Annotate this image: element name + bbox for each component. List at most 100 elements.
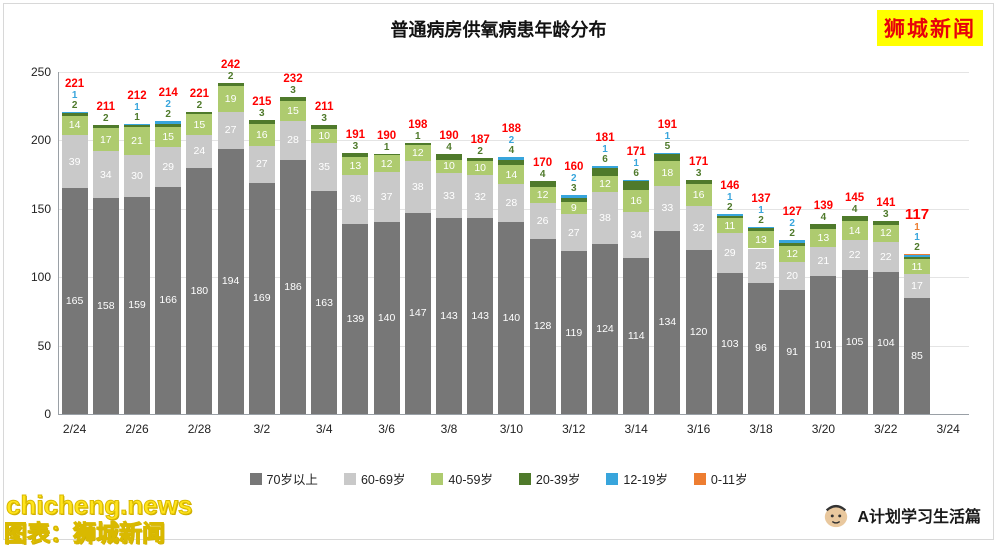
overflow-value-label: 1 [134, 111, 140, 123]
bar-segment: 147 [404, 212, 431, 414]
overflow-value-label: 3 [352, 140, 359, 152]
total-label: 191 [657, 118, 677, 131]
x-axis-label: 3/14 [624, 422, 648, 436]
total-label: 215 [252, 95, 272, 108]
bar-segment: 158 [92, 197, 119, 414]
overflow-value-label: 1 [633, 158, 639, 170]
bar-segment: 12 [529, 186, 556, 204]
gridline [59, 72, 969, 73]
footer-brand-text: A计划学习生活篇 [857, 509, 981, 526]
bar-segment [467, 158, 494, 161]
bar-segment [498, 156, 525, 160]
x-axis-label: 3/24 [936, 422, 960, 436]
bar-segment: 12 [373, 155, 400, 172]
bar-segment [779, 240, 806, 243]
bar-segment: 91 [779, 289, 806, 414]
bar-segment: 33 [654, 185, 681, 231]
x-axis-label: 2/26 [125, 422, 149, 436]
x-axis-label: 3/2 [253, 422, 271, 436]
overflow-value-label: 4 [539, 169, 546, 181]
overflow-value-label: 6 [602, 154, 608, 166]
bar-segment: 12 [779, 245, 806, 263]
x-axis-label: 3/8 [440, 422, 458, 436]
bar-segment: 14 [61, 115, 88, 135]
bar-segment [124, 125, 150, 127]
bar-segment [436, 154, 462, 160]
overflow-value-label: 2 [477, 146, 483, 158]
bar-segment [560, 195, 587, 198]
bar-segment: 9 [560, 201, 587, 215]
bar-segment: 134 [654, 230, 681, 414]
bar-segment: 19 [217, 85, 244, 112]
bar-segment: 124 [592, 244, 618, 414]
overflow-value-label: 2 [727, 202, 733, 214]
bar-segment: 105 [841, 270, 868, 414]
legend-label: 20-39岁 [535, 473, 581, 487]
bar-segment: 27 [560, 214, 587, 252]
bar-segment: 16 [623, 189, 650, 212]
y-axis-label: 250 [30, 65, 51, 79]
total-label: 211 [314, 101, 334, 114]
total-label: 127 [782, 206, 802, 219]
bar-segment: 165 [61, 188, 88, 414]
total-label: 139 [813, 199, 833, 212]
overflow-value-label: 1 [914, 231, 920, 243]
bar-segment: 21 [810, 247, 837, 276]
x-axis-label: 3/12 [562, 422, 586, 436]
bar-segment: 12 [592, 175, 618, 193]
bar-segment: 20 [779, 262, 806, 290]
bar-segment: 32 [685, 206, 712, 250]
legend-item: 20-39岁 [518, 469, 581, 488]
bar-segment: 10 [467, 160, 494, 175]
bar-segment: 166 [155, 186, 182, 414]
bar-segment: 101 [810, 275, 837, 414]
bar-segment: 186 [280, 159, 306, 414]
bar-segment: 15 [186, 114, 213, 135]
overflow-value-label: 1 [727, 192, 733, 204]
bar-segment: 35 [311, 143, 338, 192]
x-axis-label: 3/6 [378, 422, 395, 436]
bar-segment: 16 [685, 184, 712, 207]
bar-segment: 39 [61, 134, 88, 189]
bar-segment: 194 [217, 148, 244, 414]
overflow-value-label: 1 [71, 89, 78, 101]
bar-segment: 24 [186, 134, 213, 168]
bar-segment: 28 [498, 184, 525, 223]
bar-segment [716, 214, 743, 216]
bar-segment [124, 124, 150, 126]
bar-segment [186, 111, 213, 115]
legend-swatch [518, 472, 531, 485]
bar-segment [498, 159, 525, 166]
bar-segment [560, 197, 587, 202]
bar-segment: 21 [124, 126, 150, 156]
bar-segment: 159 [124, 196, 150, 414]
bar-segment: 139 [342, 223, 369, 414]
bar-segment [61, 111, 88, 114]
legend-swatch [343, 472, 356, 485]
overflow-value-label: 2 [165, 109, 171, 121]
bar-segment: 85 [904, 297, 930, 414]
bar-segment: 11 [904, 259, 930, 275]
bar-segment: 128 [529, 238, 556, 414]
overflow-value-label: 2 [71, 99, 78, 111]
total-label: 191 [345, 128, 365, 141]
bar-segment: 143 [467, 218, 494, 414]
bar-segment [92, 125, 119, 129]
overflow-value-label: 3 [259, 107, 265, 119]
legend-swatch [431, 472, 444, 485]
bar-segment: 10 [436, 159, 462, 174]
chart-title: 普通病房供氧病患年龄分布 [390, 20, 607, 40]
bar-segment: 34 [92, 151, 119, 198]
bar-segment [623, 180, 650, 182]
bar-segment: 14 [498, 165, 525, 185]
legend-label: 12-19岁 [623, 473, 668, 487]
total-label: 170 [533, 157, 553, 170]
bar-segment: 96 [748, 282, 774, 414]
total-label: 160 [564, 161, 584, 174]
bar-segment: 22 [872, 241, 899, 272]
bar-segment: 104 [872, 271, 899, 414]
bar-segment [748, 227, 774, 231]
bar-segment [217, 82, 244, 86]
legend-label: 60-69岁 [360, 473, 406, 487]
overflow-value-label: 2 [103, 113, 109, 125]
